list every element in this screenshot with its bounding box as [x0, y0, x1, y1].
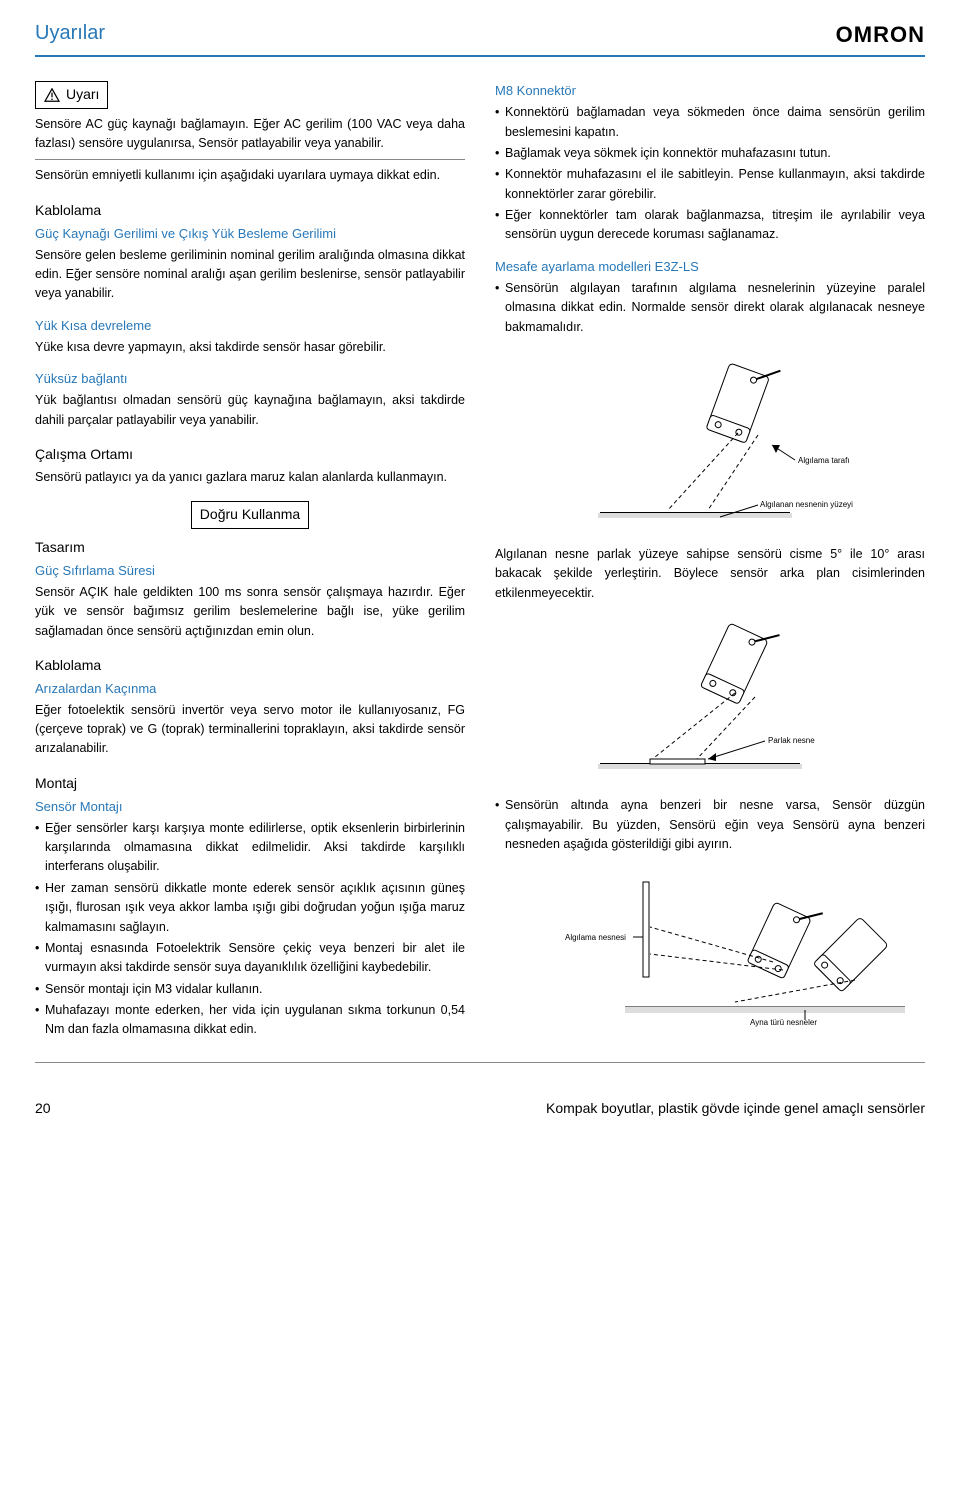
warning-box: Uyarı: [35, 81, 108, 109]
section-calisma: Çalışma Ortamı: [35, 444, 465, 466]
list-item: Sensörün algılayan tarafının algılama ne…: [495, 279, 925, 337]
sub-guc-kaynagi: Güç Kaynağı Gerilimi ve Çıkış Yük Beslem…: [35, 224, 465, 244]
list-item: Eğer sensörler karşı karşıya monte edili…: [35, 819, 465, 877]
sub-sensor-montaj: Sensör Montajı: [35, 797, 465, 817]
warning-follow: Sensörün emniyetli kullanımı için aşağıd…: [35, 166, 465, 185]
guc-sif-body: Sensör AÇIK hale geldikten 100 ms sonra …: [35, 583, 465, 641]
m8-list: Konnektörü bağlamadan veya sökmeden önce…: [495, 103, 925, 245]
footer-text: Kompak boyutlar, plastik gövde içinde ge…: [546, 1098, 925, 1120]
list-item: Montaj esnasında Fotoelektrik Sensöre çe…: [35, 939, 465, 978]
yuksuz-body: Yük bağlantısı olmadan sensörü güç kayna…: [35, 391, 465, 430]
montaj-list: Eğer sensörler karşı karşıya monte edili…: [35, 819, 465, 1040]
list-item: Bağlamak veya sökmek için konnektör muha…: [495, 144, 925, 163]
sub-yuksuz: Yüksüz bağlantı: [35, 369, 465, 389]
section-montaj: Montaj: [35, 773, 465, 795]
diagram-label: Ayna türü nesneler: [750, 1018, 817, 1027]
list-item: Eğer konnektörler tam olarak bağlanmazsa…: [495, 206, 925, 245]
diagram-2: Parlak nesne: [495, 611, 925, 786]
section-kablolama: Kablolama: [35, 200, 465, 222]
list-item: Sensörün altında ayna benzeri bir nesne …: [495, 796, 925, 854]
diagram-1: Algılama tarafı Algılanan nesnenin yüzey…: [495, 345, 925, 535]
list-item: Muhafazayı monte ederken, her vida için …: [35, 1001, 465, 1040]
sub-guc-sif: Güç Sıfırlama Süresi: [35, 561, 465, 581]
list-item: Sensör montajı için M3 vidalar kullanın.: [35, 980, 465, 999]
ayna-list: Sensörün altında ayna benzeri bir nesne …: [495, 796, 925, 854]
title-underline: [35, 55, 925, 57]
parlak-body: Algılanan nesne parlak yüzeye sahipse se…: [495, 545, 925, 603]
diagram-label: Algılanan nesnenin yüzeyi: [760, 500, 853, 509]
list-item: Her zaman sensörü dikkatle monte ederek …: [35, 879, 465, 937]
section-kablolama2: Kablolama: [35, 655, 465, 677]
ariza-body: Eğer fotoelektik sensörü invertör veya s…: [35, 701, 465, 759]
sub-mesafe: Mesafe ayarlama modelleri E3Z-LS: [495, 257, 925, 277]
brand-logo: OMRON: [836, 18, 925, 52]
footer-rule: [35, 1062, 925, 1063]
list-item: Konnektörü bağlamadan veya sökmeden önce…: [495, 103, 925, 142]
section-tasarim: Tasarım: [35, 537, 465, 559]
warning-icon: [44, 88, 60, 102]
yuk-kisa-body: Yüke kısa devre yapmayın, aksi takdirde …: [35, 338, 465, 357]
left-column: Uyarı Sensöre AC güç kaynağı bağlamayın.…: [35, 73, 465, 1042]
guc-kaynagi-body: Sensöre gelen besleme geriliminin nomina…: [35, 246, 465, 304]
warning-body: Sensöre AC güç kaynağı bağlamayın. Eğer …: [35, 115, 465, 154]
diagram-label: Algılama nesnesi: [565, 933, 626, 942]
list-item: Konnektör muhafazasını el ile sabitleyin…: [495, 165, 925, 204]
dogru-kullanma-box: Doğru Kullanma: [191, 501, 309, 529]
sub-m8: M8 Konnektör: [495, 81, 925, 101]
footer: 20 Kompak boyutlar, plastik gövde içinde…: [35, 1093, 925, 1120]
header: Uyarılar OMRON: [35, 18, 925, 55]
mesafe-list: Sensörün algılayan tarafının algılama ne…: [495, 279, 925, 337]
diagram-3: Algılama nesnesi Ayna türü nesneler: [495, 862, 925, 1032]
warning-label: Uyarı: [66, 84, 99, 106]
page-title: Uyarılar: [35, 18, 105, 49]
content-columns: Uyarı Sensöre AC güç kaynağı bağlamayın.…: [35, 73, 925, 1042]
calisma-body: Sensörü patlayıcı ya da yanıcı gazlara m…: [35, 468, 465, 487]
sub-ariza: Arızalardan Kaçınma: [35, 679, 465, 699]
diagram-label: Algılama tarafı: [798, 456, 850, 465]
sub-yuk-kisa: Yük Kısa devreleme: [35, 316, 465, 336]
right-column: M8 Konnektör Konnektörü bağlamadan veya …: [495, 73, 925, 1042]
page-number: 20: [35, 1098, 51, 1120]
diagram-label: Parlak nesne: [768, 736, 815, 745]
